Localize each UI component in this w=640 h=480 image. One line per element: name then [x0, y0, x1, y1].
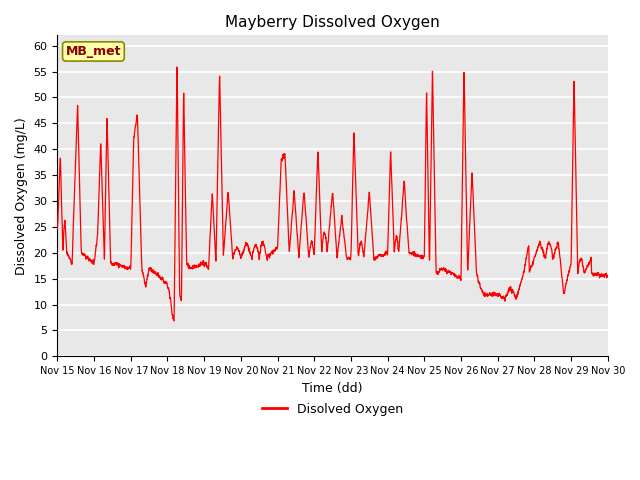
Legend: Disolved Oxygen: Disolved Oxygen	[257, 398, 408, 420]
Title: Mayberry Dissolved Oxygen: Mayberry Dissolved Oxygen	[225, 15, 440, 30]
Y-axis label: Dissolved Oxygen (mg/L): Dissolved Oxygen (mg/L)	[15, 117, 28, 275]
X-axis label: Time (dd): Time (dd)	[302, 382, 363, 395]
Text: MB_met: MB_met	[66, 45, 121, 58]
